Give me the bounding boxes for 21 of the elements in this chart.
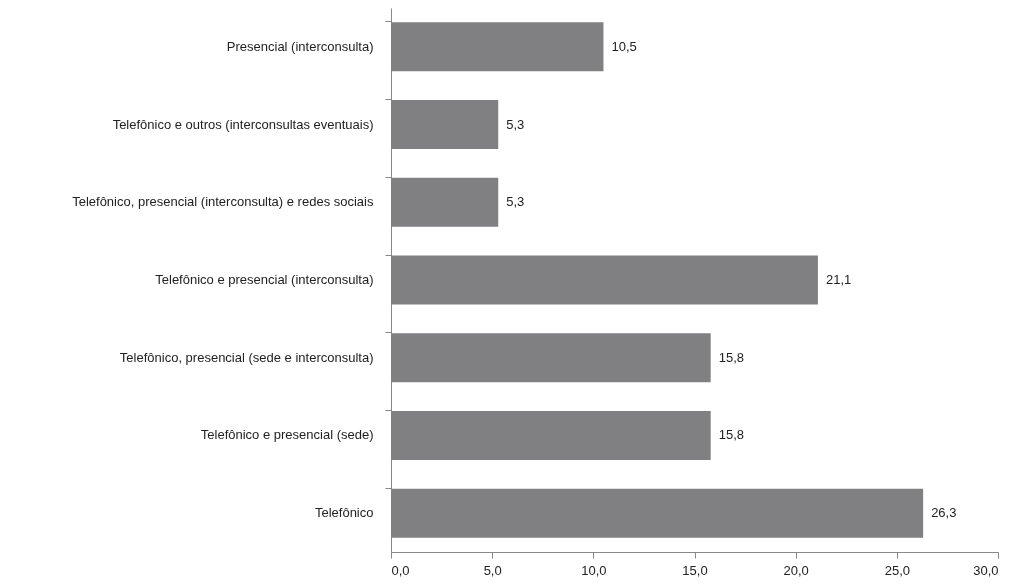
data-label: 21,1	[825, 272, 852, 287]
data-label: 10,5	[611, 38, 637, 54]
x-tick-label: 30,0	[973, 562, 999, 578]
data-label: 15,8	[718, 427, 744, 443]
x-tick-label: 20,0	[783, 562, 809, 578]
x-tick-label: 15,0	[682, 562, 708, 578]
y-tick-label: Telefônico, presencial (interconsulta) e redes sociais	[72, 194, 374, 210]
data-label: 26,3	[931, 505, 957, 521]
x-tick-label: 5,0	[483, 562, 502, 578]
y-tick-label: Telefônico, presencial (sede e interconsulta)	[119, 349, 374, 365]
x-tick-label: 10,0	[581, 562, 607, 578]
data-label: 5,3	[506, 194, 525, 210]
y-tick-label: Telefônico e outros (interconsultas eventuais)	[112, 116, 374, 132]
x-tick-label: 0,0	[391, 562, 410, 578]
y-tick-label: Telefônico e presencial (interconsulta)	[155, 272, 374, 287]
data-label: 15,8	[718, 349, 744, 365]
y-tick-label: Telefônico e presencial (sede)	[200, 427, 374, 443]
y-tick-label: Presencial (interconsulta)	[226, 38, 374, 54]
x-tick-label: 25,0	[884, 562, 910, 578]
data-label: 5,3	[506, 116, 525, 132]
y-tick-label: Telefônico	[314, 505, 374, 521]
